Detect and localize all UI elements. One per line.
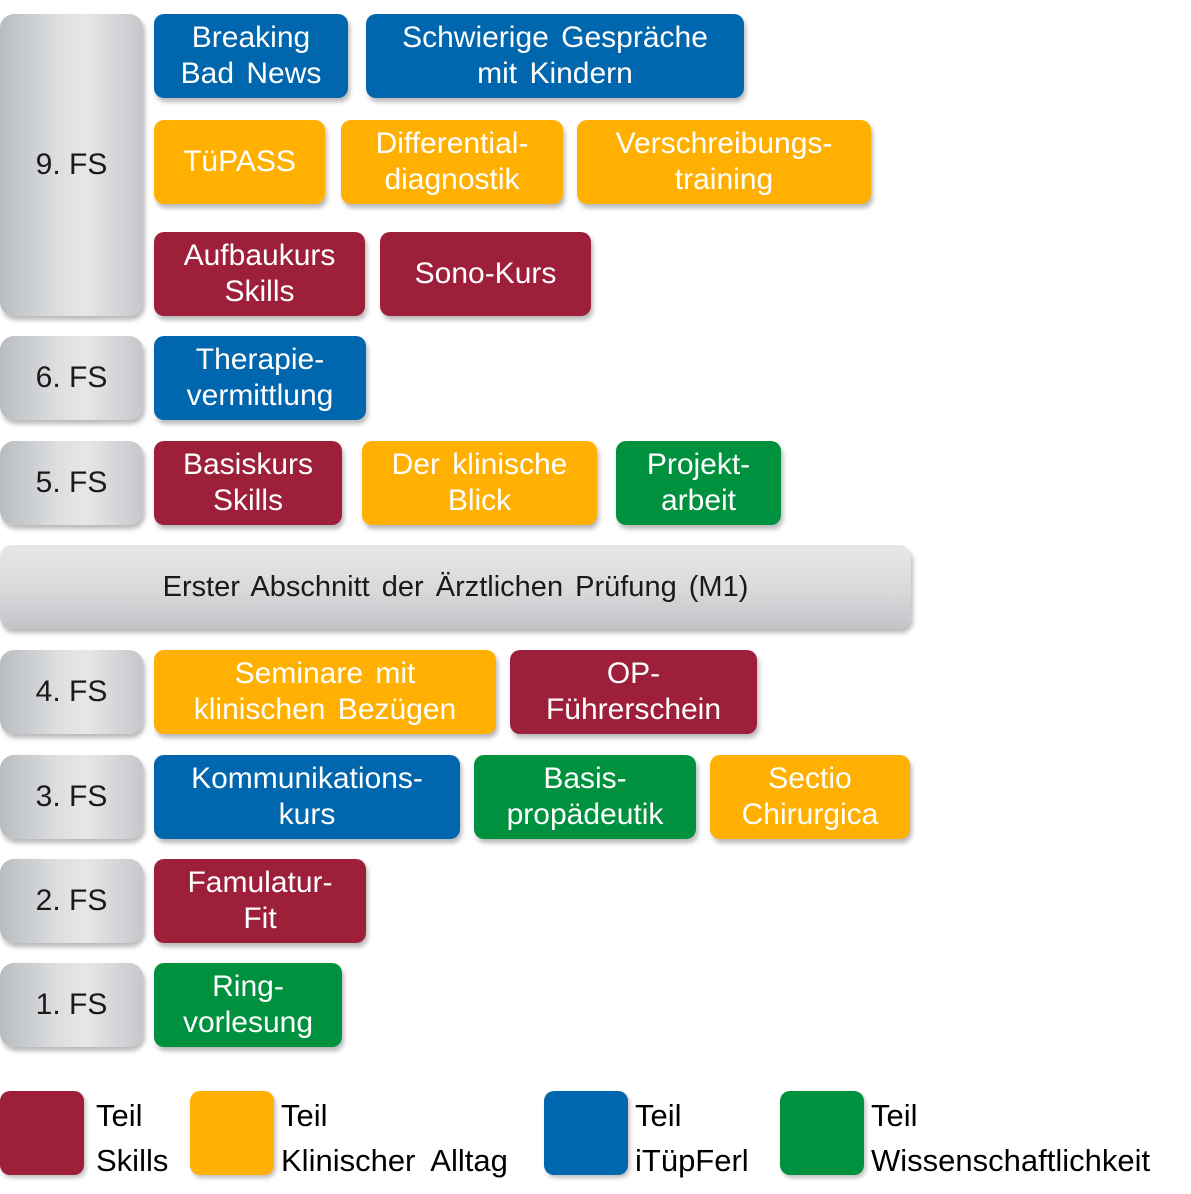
course-tuepass: TüPASS <box>154 120 325 204</box>
course-line: Schwierige Gespräche <box>402 21 708 54</box>
semester-label-9: 9. FS <box>0 14 143 316</box>
course-line: Skills <box>212 484 283 517</box>
legend-line: Klinischer Alltag <box>281 1143 508 1178</box>
course-line: vermittlung <box>186 379 334 412</box>
course-aufbaukurs-skills: Aufbaukurs Skills <box>154 232 365 316</box>
course-schwierige-gespraeche: Schwierige Gespräche mit Kindern <box>366 14 744 98</box>
course-line: Fit <box>243 902 277 935</box>
course-line: Therapie- <box>195 343 325 376</box>
course-line: Blick <box>447 484 512 517</box>
course-line: arbeit <box>660 484 737 517</box>
course-line: Differential- <box>375 127 529 160</box>
course-line: TüPASS <box>183 145 296 178</box>
course-line: Verschreibungs- <box>615 127 833 160</box>
course-line: Sono-Kurs <box>414 257 557 290</box>
course-line: Seminare mit <box>234 657 416 690</box>
course-line: klinischen Bezügen <box>193 693 457 726</box>
course-sono-kurs: Sono-Kurs <box>380 232 591 316</box>
course-op-fuehrerschein: OP- Führerschein <box>510 650 757 734</box>
course-differentialdiagnostik: Differential- diagnostik <box>341 120 563 204</box>
course-line: Skills <box>224 275 295 308</box>
course-basispropaedeutik: Basis- propädeutik <box>474 755 696 839</box>
course-line: Chirurgica <box>741 798 879 831</box>
course-line: Ring- <box>212 970 284 1003</box>
course-sectio-chirurgica: Sectio Chirurgica <box>710 755 910 839</box>
course-line: Projekt- <box>646 448 751 481</box>
course-line: propädeutik <box>506 798 664 831</box>
exam-bar-m1: Erster Abschnitt der Ärztlichen Prüfung … <box>0 545 911 629</box>
legend-swatch-klinischer-alltag <box>190 1091 274 1175</box>
legend-line: Wissenschaftlichkeit <box>871 1143 1151 1178</box>
course-famulatur-fit: Famulatur- Fit <box>154 859 366 943</box>
course-projektarbeit: Projekt- arbeit <box>616 441 781 525</box>
semester-label-2: 2. FS <box>0 859 143 943</box>
course-seminare-klinische-bezuege: Seminare mit klinischen Bezügen <box>154 650 496 734</box>
course-basiskurs-skills: Basiskurs Skills <box>154 441 342 525</box>
semester-label-4: 4. FS <box>0 650 143 734</box>
legend-line: Teil <box>635 1098 682 1133</box>
legend-line: Teil <box>871 1098 918 1133</box>
course-line: Der klinische <box>391 448 568 481</box>
course-der-klinische-blick: Der klinische Blick <box>362 441 597 525</box>
legend-label-klinischer-alltag: Teil Klinischer Alltag <box>281 1093 508 1183</box>
semester-label-3: 3. FS <box>0 755 143 839</box>
course-kommunikationskurs: Kommunikations- kurs <box>154 755 460 839</box>
legend-swatch-wissenschaftlichkeit <box>780 1091 864 1175</box>
course-line: Breaking <box>191 21 311 54</box>
course-line: Bad News <box>180 57 322 90</box>
course-therapievermittlung: Therapie- vermittlung <box>154 336 366 420</box>
legend-line: Teil <box>96 1098 143 1133</box>
legend-swatch-itüpferl <box>544 1091 628 1175</box>
course-line: Führerschein <box>545 693 722 726</box>
course-line: kurs <box>278 798 336 831</box>
legend-line: iTüpFerl <box>635 1143 749 1178</box>
legend-swatch-skills <box>0 1091 84 1175</box>
course-breaking-bad-news: Breaking Bad News <box>154 14 348 98</box>
legend-line: Teil <box>281 1098 328 1133</box>
course-line: OP- <box>606 657 661 690</box>
legend-line: Skills <box>96 1143 169 1178</box>
course-line: vorlesung <box>182 1006 314 1039</box>
legend-label-wissenschaftlichkeit: Teil Wissenschaftlichkeit <box>871 1093 1150 1183</box>
legend-label-itüpferl: Teil iTüpFerl <box>635 1093 749 1183</box>
course-line: training <box>674 163 774 196</box>
course-line: diagnostik <box>384 163 520 196</box>
course-line: Basiskurs <box>182 448 314 481</box>
course-ringvorlesung: Ring- vorlesung <box>154 963 342 1047</box>
legend-label-skills: Teil Skills <box>96 1093 168 1183</box>
course-line: Aufbaukurs <box>183 239 336 272</box>
semester-label-6: 6. FS <box>0 336 143 420</box>
semester-label-5: 5. FS <box>0 441 143 525</box>
course-line: Kommunikations- <box>191 762 423 795</box>
course-line: mit Kindern <box>477 57 633 90</box>
course-line: Sectio <box>768 762 852 795</box>
course-line: Basis- <box>543 762 627 795</box>
course-line: Famulatur- <box>187 866 333 899</box>
semester-label-1: 1. FS <box>0 963 143 1047</box>
course-verschreibungstraining: Verschreibungs- training <box>577 120 871 204</box>
